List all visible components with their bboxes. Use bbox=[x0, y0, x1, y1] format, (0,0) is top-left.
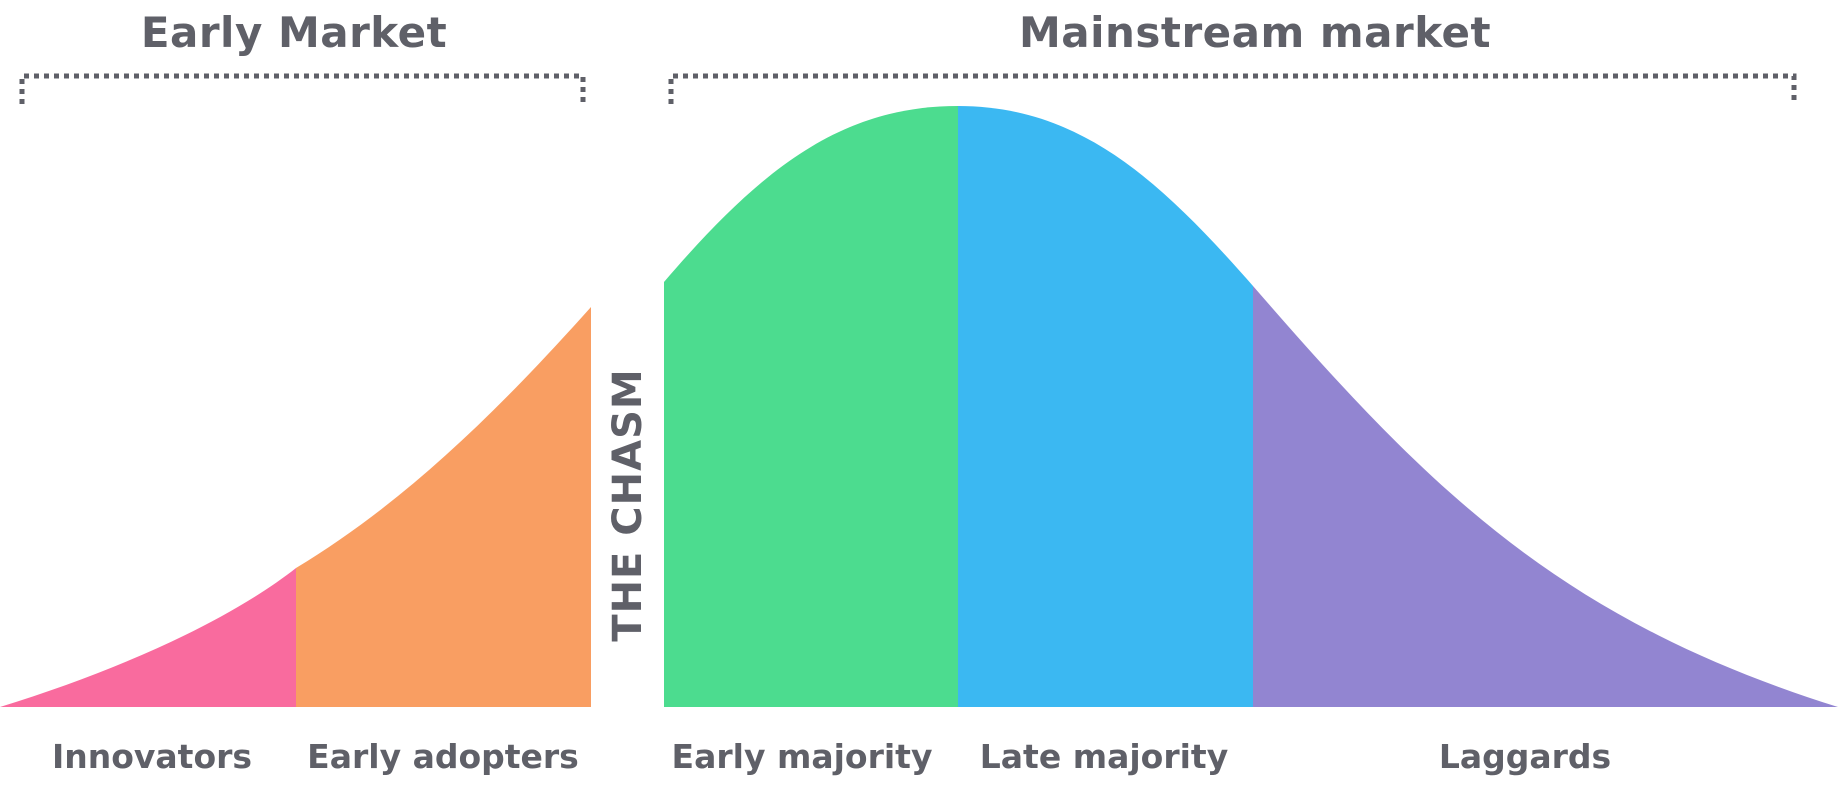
laggards-area bbox=[1253, 286, 1838, 707]
segment-label-late-majority: Late majority bbox=[979, 737, 1229, 776]
segment-label-early-adopters: Early adopters bbox=[307, 737, 579, 776]
innovators-area bbox=[0, 568, 296, 707]
early-adopters-area bbox=[296, 307, 591, 707]
chasm-label: THE CHASM bbox=[605, 368, 651, 642]
early-market-title: Early Market bbox=[140, 8, 448, 57]
mainstream-market-title: Mainstream market bbox=[1018, 8, 1492, 57]
mainstream-market-bracket bbox=[668, 73, 1797, 104]
segment-label-innovators: Innovators bbox=[51, 737, 253, 776]
early-market-bracket bbox=[19, 73, 586, 104]
late-majority-area bbox=[958, 106, 1253, 707]
segment-label-early-majority: Early majority bbox=[671, 737, 933, 776]
early-majority-area bbox=[664, 106, 958, 707]
segment-label-laggards: Laggards bbox=[1438, 737, 1612, 776]
